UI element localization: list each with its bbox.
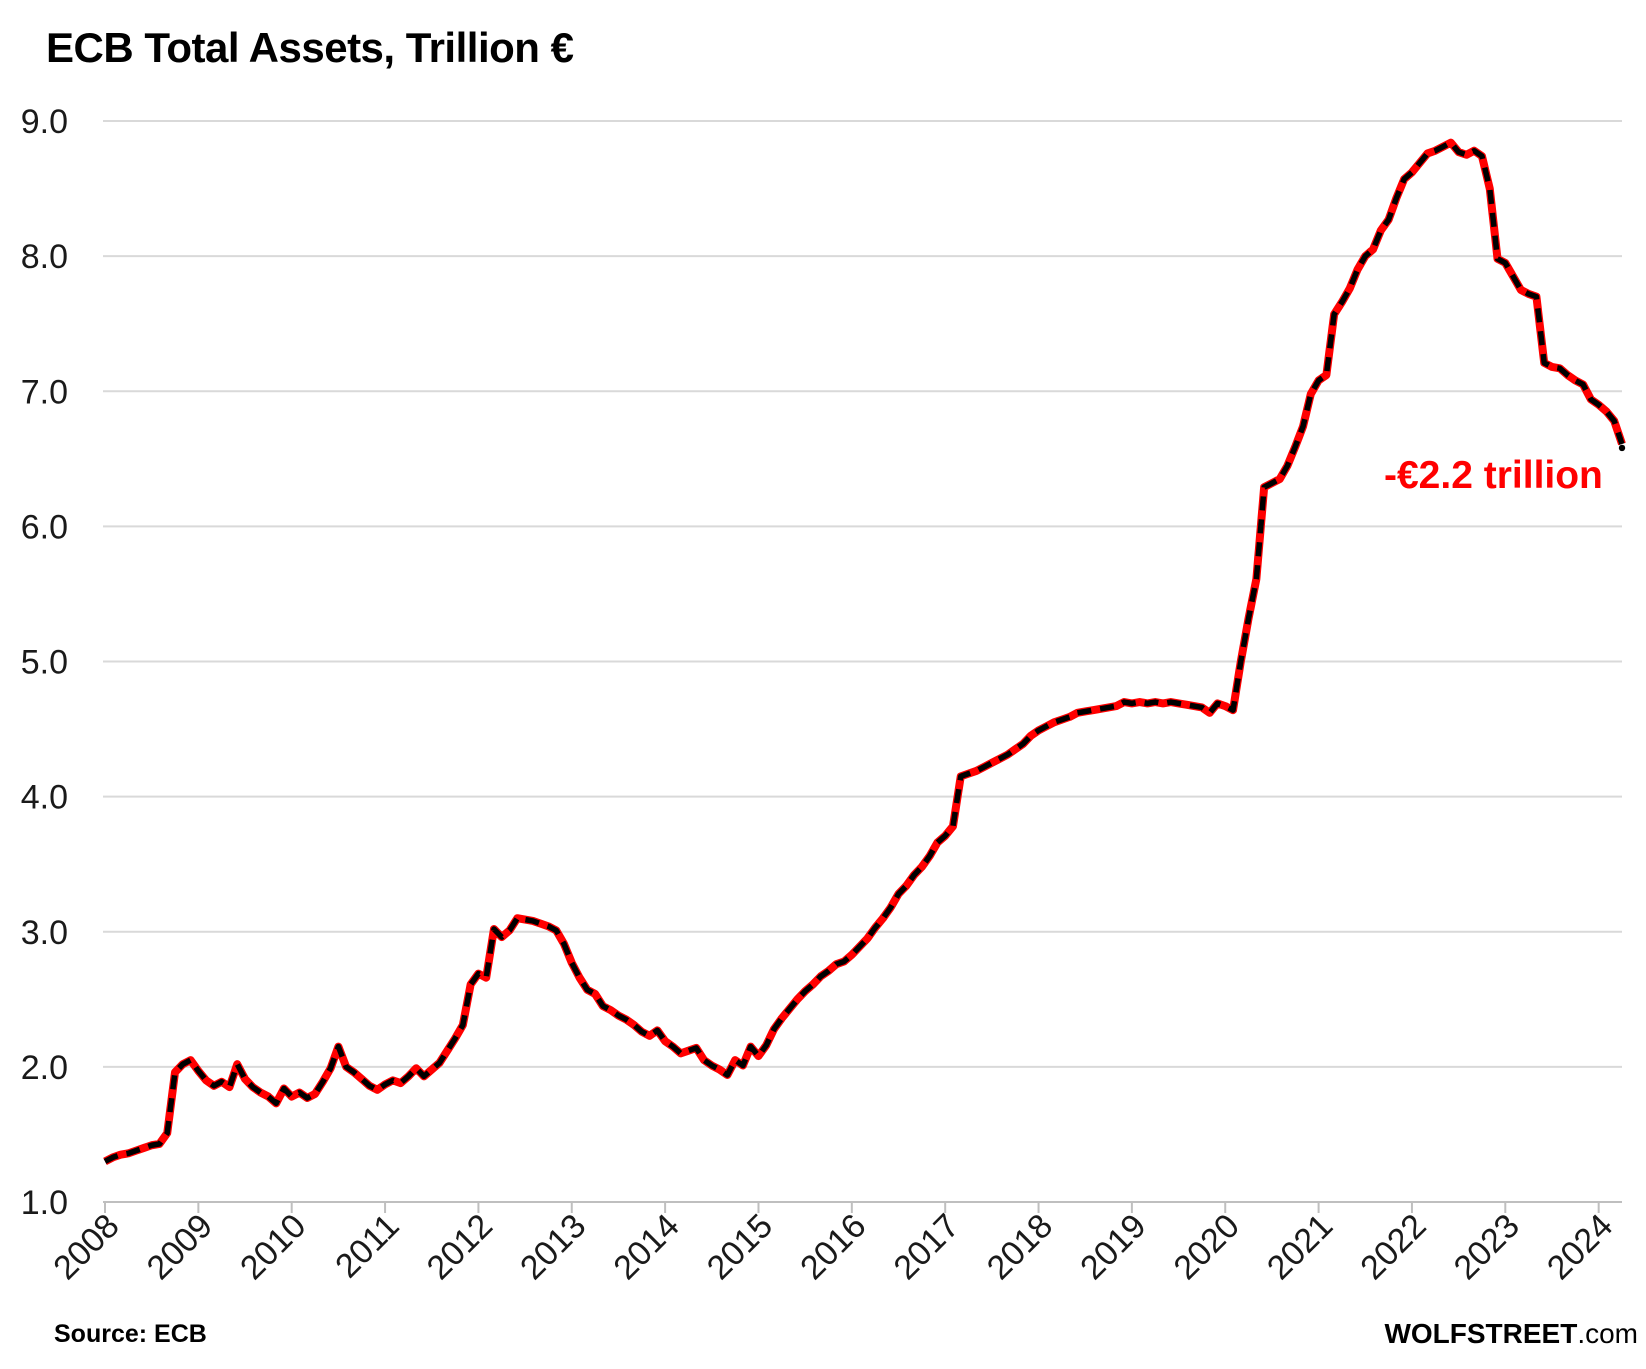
- x-tick-label: 2016: [793, 1207, 873, 1287]
- x-tick-label: 2012: [420, 1207, 500, 1287]
- x-tick-label: 2014: [606, 1207, 686, 1287]
- x-tick-label: 2009: [140, 1207, 220, 1287]
- x-tick-label: 2020: [1167, 1207, 1247, 1287]
- x-tick-label: 2011: [328, 1207, 407, 1286]
- y-tick-label: 4.0: [21, 779, 68, 817]
- y-tick-label: 3.0: [21, 914, 68, 952]
- y-tick-label: 6.0: [21, 508, 68, 546]
- x-tick-label: 2019: [1073, 1207, 1153, 1287]
- x-tick-label: 2017: [886, 1207, 966, 1287]
- decline-annotation: -€2.2 trillion: [1384, 454, 1603, 497]
- x-tick-label: 2021: [1260, 1207, 1340, 1287]
- x-tick-label: 2022: [1353, 1207, 1433, 1287]
- y-tick-label: 8.0: [21, 238, 68, 276]
- brand-watermark: WOLFSTREET.com: [1384, 1318, 1638, 1350]
- brand-domain: .com: [1577, 1318, 1638, 1349]
- series-line: [103, 138, 1626, 1166]
- x-tick-label: 2018: [980, 1207, 1060, 1287]
- source-label: Source: ECB: [54, 1320, 207, 1348]
- y-tick-label: 9.0: [21, 103, 68, 141]
- chart-title: ECB Total Assets, Trillion €: [46, 24, 574, 71]
- brand-name: WOLFSTREET: [1384, 1318, 1578, 1349]
- x-tick-label: 2010: [233, 1207, 313, 1287]
- y-tick-label: 7.0: [21, 373, 68, 411]
- series-end-dot: [1618, 444, 1626, 452]
- x-tick-label: 2024: [1540, 1207, 1620, 1287]
- y-tick-label: 2.0: [21, 1049, 68, 1087]
- x-tick-label: 2023: [1447, 1207, 1527, 1287]
- x-tick-label: 2015: [700, 1207, 780, 1287]
- y-tick-label: 1.0: [21, 1184, 68, 1222]
- y-tick-label: 5.0: [21, 644, 68, 682]
- series-dash-overlay: [103, 139, 1625, 1164]
- x-tick-label: 2013: [513, 1207, 593, 1287]
